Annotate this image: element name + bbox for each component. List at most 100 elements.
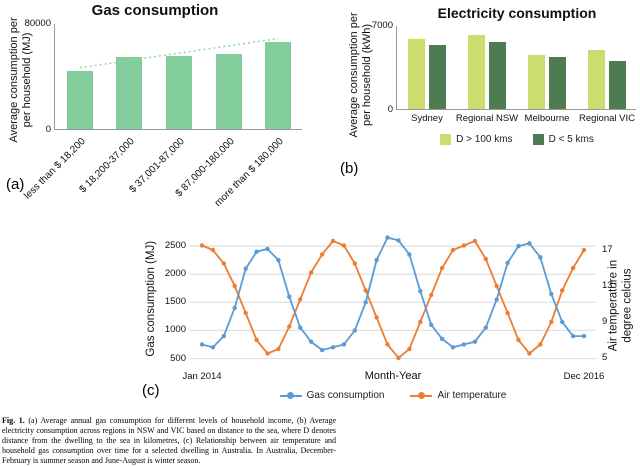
timeseries-right-tick: 17 (602, 244, 613, 255)
legend-label: Gas consumption (306, 390, 385, 401)
data-point-temperature (352, 261, 357, 266)
legend-item: Air temperature (410, 390, 506, 401)
gas-trendline-segment (79, 37, 279, 69)
data-point-temperature (560, 288, 565, 293)
data-point-temperature (418, 319, 423, 325)
legend-item: Gas consumption (279, 390, 385, 401)
data-point-gas (232, 305, 237, 311)
electricity-plot-area: 0 7000 Sydney Regional NSW Melbourne Regional… (372, 20, 636, 124)
data-point-temperature (254, 337, 259, 343)
data-point-gas (581, 333, 587, 339)
data-point-gas (276, 257, 281, 263)
electricity-bar (528, 55, 545, 109)
data-point-gas (385, 235, 390, 240)
data-point-gas (330, 345, 336, 350)
data-point-gas (298, 325, 303, 330)
data-point-temperature (494, 283, 499, 289)
electricity-bar (609, 61, 626, 109)
data-point-gas (461, 342, 467, 347)
data-point-gas (439, 336, 445, 342)
electricity-x-tick: Melbourne (524, 113, 570, 124)
electricity-x-tick: Regional NSW (455, 113, 519, 124)
data-point-temperature (407, 346, 412, 352)
data-point-temperature (516, 337, 521, 343)
data-point-temperature (439, 265, 445, 271)
data-point-temperature (363, 288, 368, 293)
data-point-temperature (243, 310, 248, 316)
legend-line-marker (410, 392, 433, 399)
data-point-temperature (538, 342, 543, 347)
data-point-temperature (450, 247, 456, 253)
data-point-gas (560, 319, 565, 325)
timeseries-left-tick: 1500 (164, 296, 186, 308)
data-point-temperature (570, 265, 576, 271)
gas-bar (215, 53, 242, 129)
data-point-gas (570, 333, 576, 339)
electricity-bar (468, 34, 485, 109)
timeseries-x-tick: Jan 2014 (182, 371, 222, 382)
legend-dot-marker (287, 392, 295, 399)
gas-bar (166, 55, 192, 129)
data-point-gas (210, 345, 216, 350)
gas-y-tick: 0 (45, 124, 51, 135)
electricity-bar (489, 41, 506, 109)
data-point-temperature (210, 247, 216, 253)
figure-caption-text: (a) Average annual gas consumption for d… (2, 416, 337, 465)
data-point-gas (516, 243, 521, 249)
electricity-bar (408, 39, 425, 109)
data-point-gas (254, 249, 259, 254)
data-point-gas (352, 328, 357, 333)
legend-item: D < 5 kms (532, 134, 594, 145)
data-point-temperature (308, 270, 314, 275)
data-point-temperature (265, 351, 270, 356)
legend-label: D < 5 kms (548, 134, 594, 145)
timeseries-right-axis-label: Air temperature in degree celcius (607, 259, 633, 352)
data-point-temperature (221, 261, 226, 266)
data-point-temperature (330, 238, 336, 244)
timeseries-left-tick: 1000 (164, 324, 186, 336)
timeseries-left-tick: 500 (170, 352, 186, 364)
gas-bar (116, 57, 143, 129)
gas-y-tick: 80000 (24, 18, 51, 29)
timeseries-svg (190, 235, 596, 361)
data-point-temperature (199, 243, 205, 248)
legend-line-marker (279, 392, 302, 399)
data-point-gas (319, 347, 325, 353)
data-point-temperature (472, 238, 478, 244)
electricity-chart-title: Electricity consumption (437, 5, 597, 21)
legend-label: D > 100 kms (456, 134, 513, 145)
data-point-temperature (298, 297, 303, 302)
data-point-gas (265, 246, 270, 252)
figure-caption: Fig. 1. (a) Average annual gas consumpti… (2, 416, 336, 466)
timeseries-plot-area: 500 1000 1500 2000 2500 5 9 13 17 Jan 2014 Dec 201… (165, 232, 613, 382)
electricity-y-tick: 0 (387, 104, 393, 115)
panel-label-a: (a) (6, 176, 25, 193)
legend-item: D > 100 kms (440, 134, 513, 145)
electricity-x-tick: Regional VIC (579, 113, 635, 124)
timeseries-legend: Gas consumption Air temperature (190, 390, 596, 401)
data-point-gas (407, 252, 412, 257)
data-point-temperature (483, 256, 488, 262)
data-point-temperature (319, 252, 325, 257)
data-point-temperature (549, 319, 554, 325)
data-point-gas (450, 345, 456, 350)
data-point-gas (494, 297, 499, 302)
gas-bar (265, 41, 292, 129)
data-point-gas (538, 255, 543, 260)
timeseries-left-tick: 2500 (164, 240, 186, 252)
data-point-temperature (429, 292, 434, 298)
data-point-gas (505, 260, 510, 266)
data-point-gas (549, 291, 554, 297)
gas-x-tick: more than $ 180,000 (212, 136, 286, 210)
electricity-legend: D > 100 kms D < 5 kms (398, 134, 636, 145)
panel-label-b: (b) (340, 160, 359, 177)
data-point-gas (527, 241, 532, 246)
data-point-temperature (505, 310, 510, 316)
data-point-temperature (581, 247, 587, 253)
legend-swatch (532, 134, 544, 145)
data-point-gas (429, 322, 434, 327)
electricity-bar (588, 50, 605, 109)
data-point-gas (418, 288, 423, 294)
electricity-bar (429, 45, 446, 109)
timeseries-right-tick: 5 (602, 352, 608, 363)
